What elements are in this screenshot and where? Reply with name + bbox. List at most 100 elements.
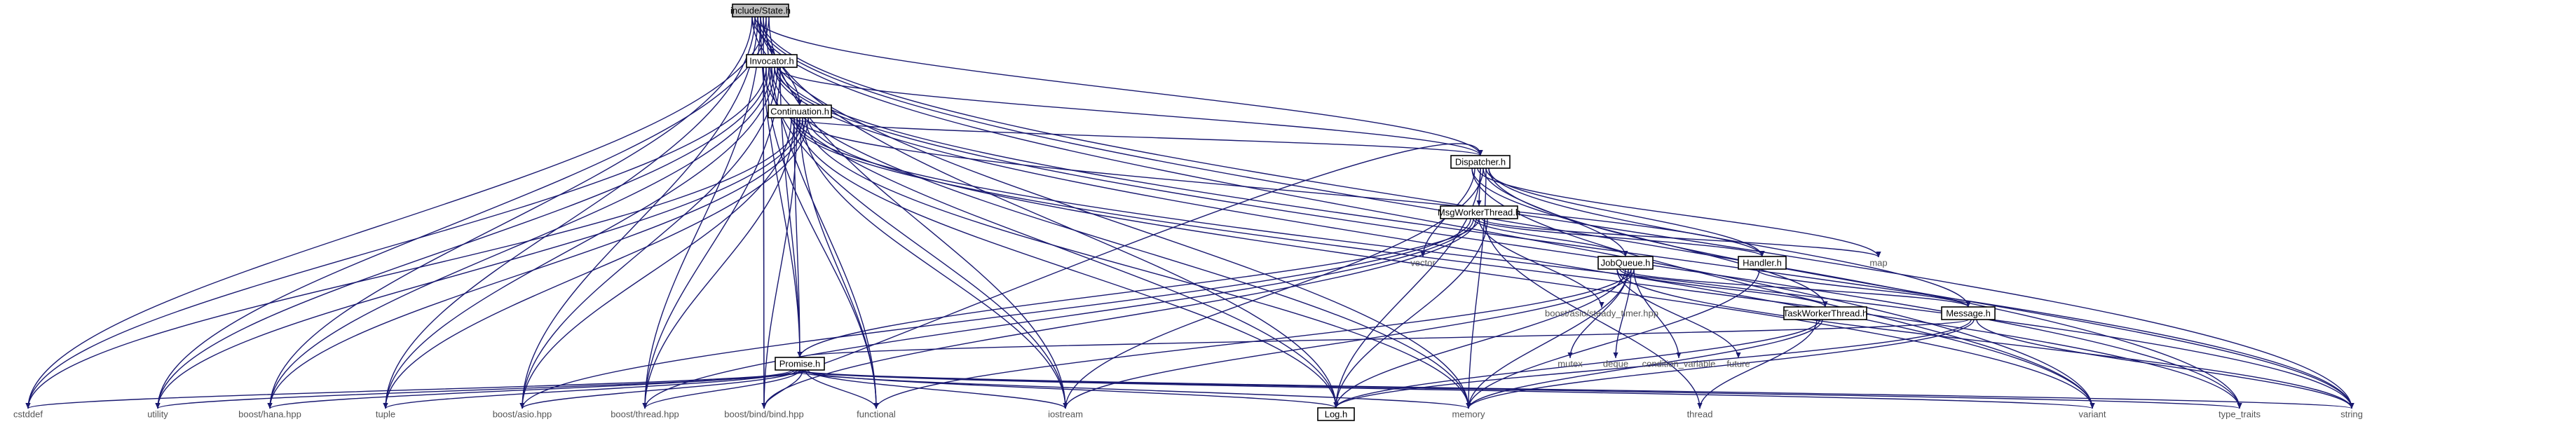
node-jobqueue-h[interactable]: JobQueue.h: [1597, 256, 1654, 270]
edge-jobqueue-to-string: [1616, 268, 2354, 409]
node-memory: memory: [1452, 409, 1485, 420]
edge-taskworker-to-memory: [1466, 319, 1823, 409]
node-utility: utility: [147, 409, 168, 420]
edge-promise-to-cstddef: [25, 369, 806, 409]
edge-continuation-to-utility: [155, 117, 803, 409]
edge-promise-to-hana: [267, 369, 792, 409]
dependency-edges: [25, 16, 2354, 409]
edge-continuation-to-string: [793, 117, 2354, 409]
node-state-h[interactable]: include/State.h: [730, 4, 791, 18]
node-msgworkerthread-h[interactable]: MsgWorkerThread.h: [1438, 205, 1520, 219]
node-cstddef: cstddef: [13, 409, 43, 420]
edge-invocator-to-cstddef: [25, 67, 767, 409]
edge-message-to-memory: [1466, 319, 1975, 409]
node-promise-h[interactable]: Promise.h: [775, 357, 825, 371]
edge-invocator-to-boost_thread: [642, 67, 781, 409]
edge-dispatcher-to-message: [1488, 167, 1971, 308]
edge-jobqueue-to-memory: [1466, 268, 1629, 409]
node-dispatcher-h[interactable]: Dispatcher.h: [1450, 155, 1511, 169]
edge-promise-to-string: [799, 369, 2354, 409]
edge-continuation-to-handler: [796, 117, 1765, 257]
node-handler-h-label: Handler.h: [1743, 258, 1782, 268]
node-condition-variable: condition_variable: [1642, 359, 1716, 369]
edge-invocator-to-variant: [774, 67, 2095, 409]
node-mutex: mutex: [1558, 359, 1583, 369]
edge-continuation-to-tuple: [383, 117, 809, 409]
node-boost-bind: boost/bind/bind.hpp: [724, 409, 803, 420]
edge-msgworker-to-handler: [1476, 218, 1765, 257]
node-map: map: [1869, 258, 1887, 268]
node-steady-timer: boost/asio/steady_timer.hpp: [1545, 308, 1658, 319]
node-type-traits: type_traits: [2219, 409, 2261, 420]
edge-state-to-variant: [754, 16, 2095, 409]
edge-invocator-to-bind: [761, 67, 767, 409]
edge-promise-to-asio: [519, 369, 798, 409]
edge-continuation-to-boost_thread: [642, 117, 795, 409]
edge-state-to-tuple: [383, 16, 756, 409]
node-deque: deque: [1603, 359, 1628, 369]
node-continuation-h[interactable]: Continuation.h: [768, 104, 832, 118]
edge-continuation-to-asio: [519, 117, 792, 409]
edge-jobqueue-to-taskworker: [1619, 268, 1828, 308]
edge-continuation-to-bind: [761, 117, 798, 409]
node-future: future: [1726, 359, 1750, 369]
edge-dispatcher-to-memory: [1466, 167, 1487, 409]
edge-msgworker-to-asio: [519, 218, 1471, 409]
edge-continuation-to-dispatcher: [791, 117, 1483, 156]
node-handler-h[interactable]: Handler.h: [1738, 256, 1787, 270]
edge-state-to-asio: [519, 16, 758, 409]
edge-promise-to-tuple: [383, 369, 795, 409]
edge-state-to-cstddef: [25, 16, 767, 409]
node-state-h-label: include/State.h: [730, 6, 791, 16]
edge-jobqueue-to-message: [1622, 268, 1971, 308]
edge-invocator-to-hana: [267, 67, 772, 409]
edge-dispatcher-to-string: [1488, 167, 2354, 409]
edge-dispatcher-to-handler: [1485, 167, 1765, 257]
node-boost-asio: boost/asio.hpp: [493, 409, 552, 420]
node-invocator-h-label: Invocator.h: [749, 56, 794, 67]
node-invocator-h[interactable]: Invocator.h: [746, 54, 798, 68]
edge-invocator-to-dispatcher: [777, 67, 1483, 156]
edge-dispatcher-to-log: [1333, 167, 1481, 409]
edge-invocator-to-iostream: [768, 67, 1068, 409]
node-boost-hana: boost/hana.hpp: [238, 409, 301, 420]
edge-state-to-log: [763, 16, 1339, 409]
edge-message-to-log: [1333, 319, 1972, 409]
edge-state-to-functional: [765, 16, 879, 409]
edge-jobqueue-to-condvar: [1633, 268, 1682, 359]
node-message-h-label: Message.h: [1946, 308, 1991, 319]
node-promise-h-label: Promise.h: [779, 359, 821, 369]
edge-msgworker-to-log: [1333, 218, 1488, 409]
edge-msgworker-to-bind: [761, 218, 1477, 409]
node-tuple: tuple: [376, 409, 395, 420]
node-dispatcher-h-label: Dispatcher.h: [1455, 157, 1506, 167]
edge-handler-to-message: [1756, 268, 1971, 308]
edge-continuation-to-iostream: [802, 117, 1068, 409]
node-message-h[interactable]: Message.h: [1941, 306, 1996, 320]
node-log-h[interactable]: Log.h: [1317, 407, 1355, 421]
edge-continuation-to-functional: [799, 117, 879, 409]
edge-dispatcher-to-iostream: [1063, 167, 1484, 409]
edge-state-to-string: [760, 16, 2354, 409]
node-continuation-h-label: Continuation.h: [770, 107, 829, 117]
edge-message-to-string: [1976, 319, 2354, 409]
node-iostream: iostream: [1048, 409, 1083, 420]
edge-jobqueue-to-deque: [1613, 268, 1632, 359]
edge-invocator-to-tuple: [383, 67, 775, 409]
node-taskworkerthread-h[interactable]: TaskWorkerThread.h: [1783, 306, 1867, 320]
edge-continuation-to-type_traits: [791, 117, 2242, 409]
edge-continuation-to-log: [796, 117, 1339, 409]
edge-jobqueue-to-iostream: [1063, 268, 1635, 409]
edge-promise-to-iostream: [807, 369, 1068, 409]
edge-state-to-type_traits: [757, 16, 2242, 409]
edge-state-to-promise: [760, 16, 803, 358]
node-msgworkerthread-h-label: MsgWorkerThread.h: [1438, 207, 1520, 218]
node-variant: variant: [2078, 409, 2106, 420]
edge-invocator-to-utility: [155, 67, 770, 409]
node-vector: vector: [1410, 258, 1436, 268]
edge-continuation-to-hana: [267, 117, 806, 409]
edge-msgworker-to-steady_timer: [1478, 218, 1604, 308]
edge-message-to-promise: [798, 319, 1969, 358]
edge-state-to-hana: [267, 16, 753, 409]
